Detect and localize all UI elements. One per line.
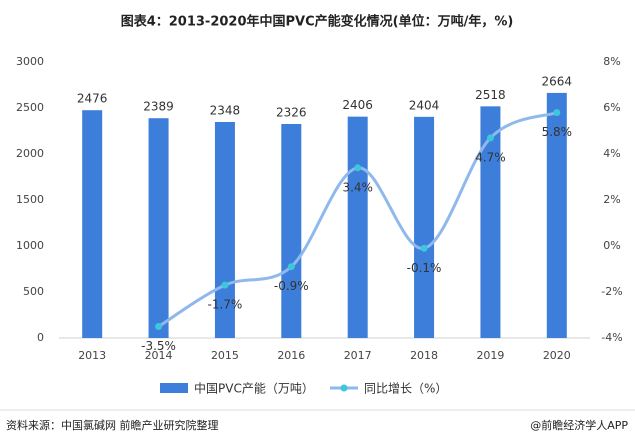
line-value-label: -1.7%: [208, 298, 243, 312]
line-marker: [354, 164, 362, 172]
x-tick-label: 2019: [476, 349, 504, 362]
legend-marker: [340, 384, 348, 392]
y-tick-label: 2000: [16, 147, 44, 160]
bar-value-label: 2389: [143, 100, 174, 114]
y-tick-label: 1000: [16, 239, 44, 252]
x-tick-label: 2015: [211, 349, 239, 362]
x-tick-label: 2016: [277, 349, 305, 362]
y2-tick-label: -2%: [601, 285, 622, 298]
legend-label: 同比增长（%）: [364, 382, 447, 396]
y2-tick-label: 4%: [603, 147, 620, 160]
x-tick-label: 2020: [543, 349, 571, 362]
bar-value-label: 2664: [542, 74, 573, 88]
bar-value-label: 2326: [276, 106, 307, 120]
chart-title: 图表4：2013-2020年中国PVC产能变化情况(单位：万吨/年，%): [121, 14, 514, 30]
line-value-label: 4.7%: [475, 150, 506, 164]
bar-value-label: 2476: [77, 92, 108, 106]
line-value-label: 5.8%: [542, 125, 573, 139]
y2-tick-label: 8%: [603, 55, 620, 68]
y2-tick-label: 2%: [603, 193, 620, 206]
line-value-label: -3.5%: [141, 339, 176, 353]
line-value-label: 3.4%: [342, 180, 373, 194]
line-value-label: -0.9%: [274, 279, 309, 293]
bar-value-label: 2406: [342, 98, 373, 112]
line-marker: [420, 244, 428, 252]
x-tick-label: 2014: [145, 349, 173, 362]
line-value-label: -0.1%: [407, 261, 442, 275]
bar: [347, 116, 368, 338]
bar: [281, 124, 302, 339]
y2-tick-label: 0%: [603, 239, 620, 252]
y2-tick-label: 6%: [603, 101, 620, 114]
legend-swatch: [160, 383, 188, 393]
credit: @前瞻经济学人APP: [530, 418, 628, 432]
y-tick-label: 0: [37, 331, 44, 344]
line-marker: [553, 109, 561, 117]
bar: [546, 92, 567, 338]
y-tick-label: 2500: [16, 101, 44, 114]
y2-tick-label: -4%: [601, 331, 622, 344]
line-marker: [155, 323, 163, 330]
bar: [148, 118, 169, 338]
y-tick-label: 3000: [16, 55, 44, 68]
legend-label: 中国PVC产能（万吨）: [194, 381, 314, 396]
x-tick-label: 2017: [344, 349, 372, 362]
bar: [480, 106, 501, 339]
bar: [82, 110, 103, 338]
source: 资料来源：中国氯碱网 前瞻产业研究院整理: [6, 418, 219, 432]
y-tick-label: 1500: [16, 193, 44, 206]
y-tick-label: 500: [23, 285, 44, 298]
bar-value-label: 2518: [475, 88, 506, 102]
line-marker: [486, 134, 494, 142]
bar-value-label: 2348: [210, 103, 241, 117]
line-marker: [221, 281, 229, 289]
bar: [414, 116, 435, 338]
x-tick-label: 2018: [410, 349, 438, 362]
x-tick-label: 2013: [78, 349, 106, 362]
line-marker: [287, 263, 295, 271]
bar-value-label: 2404: [409, 98, 440, 112]
